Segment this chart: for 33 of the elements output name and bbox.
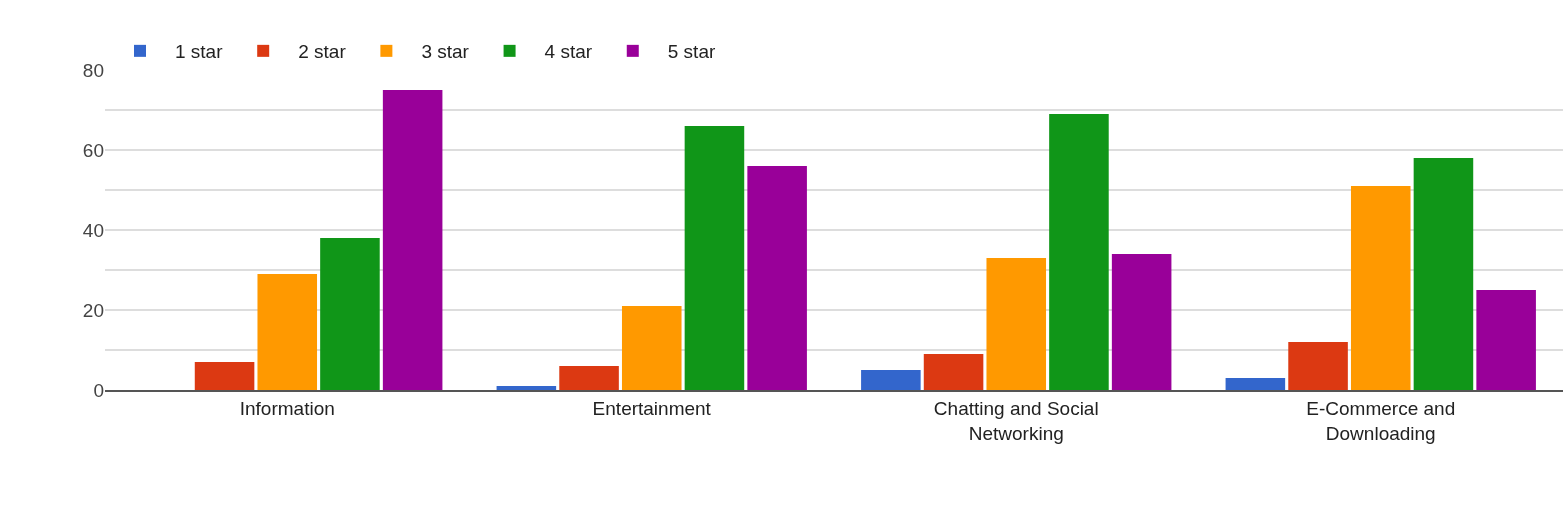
bar	[1225, 378, 1286, 390]
legend-label: 5 star	[667, 41, 716, 63]
x-tick-label: E-Commerce and Downloading	[1306, 397, 1456, 444]
y-tick-label: 40	[82, 219, 104, 241]
bar	[1049, 114, 1109, 390]
bar	[320, 238, 380, 390]
x-tick-label: Entertainment	[592, 397, 712, 419]
legend-label: 3 star	[421, 41, 470, 63]
bar	[1413, 158, 1474, 390]
y-tick-label: 0	[93, 379, 104, 401]
legend-label: 2 star	[298, 41, 347, 63]
bar	[496, 386, 557, 390]
bar	[1350, 186, 1411, 390]
bar	[621, 306, 682, 390]
bar	[1476, 290, 1536, 390]
x-tick-label: Chatting and Social Networking	[933, 397, 1099, 444]
bar	[923, 354, 984, 390]
bar	[559, 366, 619, 390]
bar	[257, 274, 318, 390]
bar	[194, 362, 255, 390]
y-tick-label: 80	[82, 59, 104, 81]
y-tick-label: 60	[82, 139, 104, 161]
bar	[986, 258, 1047, 390]
bar	[382, 90, 443, 390]
y-tick-label: 20	[82, 299, 104, 321]
bar	[861, 370, 921, 390]
bar	[747, 166, 807, 390]
x-tick-label: Information	[239, 397, 335, 419]
legend-label: 4 star	[544, 41, 593, 63]
legend-label: 1 star	[175, 41, 224, 63]
bar	[1288, 342, 1348, 390]
bar	[684, 126, 745, 390]
bar	[1111, 254, 1172, 390]
